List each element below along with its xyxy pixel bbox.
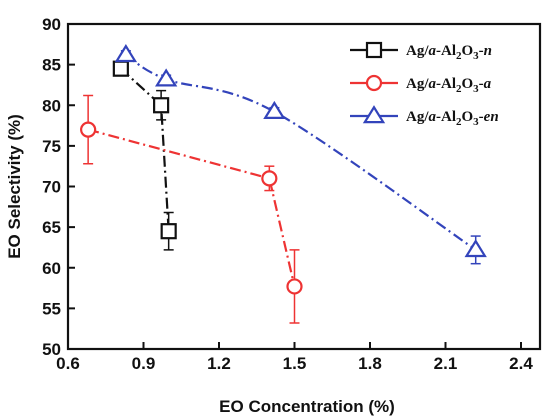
legend-label: Ag/a-Al2O3-n [406,43,492,62]
series-circle [80,94,303,324]
tick-layer: 0.6 0.9 1.2 1.5 1.8 2.1 2.4 50 55 60 65 70 75 80 85 90 [42,15,533,373]
legend-label-part: Ag/ [406,43,429,59]
y-tick-label: 50 [42,340,61,359]
plot-frame [66,22,542,351]
legend-label-part: 3 [473,83,479,95]
y-tick-label: 80 [42,96,61,115]
data-point [153,97,170,114]
x-tick-label: 0.9 [132,354,156,373]
data-point [80,121,97,138]
x-axis-label: EO Concentration (%) [219,397,395,416]
legend-marker [365,74,383,92]
legend-marker [362,105,386,124]
legend-label-part: Ag/ [406,76,429,92]
data-point [114,44,138,63]
x-tick-label: 2.4 [509,354,533,373]
x-tick-label: 2.1 [434,354,458,373]
legend-label-part: -Al [436,43,456,59]
y-tick-label: 75 [42,137,61,156]
legend-label-part: -Al [436,76,456,92]
y-tick-label: 90 [42,15,61,34]
legend-marker [365,41,383,59]
y-tick-label: 65 [42,218,61,237]
y-tick-label: 70 [42,178,61,197]
x-tick-label: 1.5 [283,354,307,373]
legend-label-part: a [484,76,492,92]
legend-label-part: a [429,109,437,125]
legend-label-part: 2 [456,116,462,128]
data-point [464,239,487,258]
series-square [112,60,177,251]
x-tick-label: 1.8 [358,354,382,373]
x-tick-label: 1.2 [207,354,231,373]
legend-label-part: 3 [473,116,479,128]
series-layer [80,44,487,324]
legend-label-part: - [479,109,484,125]
legend-label-part: en [484,109,499,125]
y-tick-label: 60 [42,259,61,278]
legend-label-part: a [429,76,437,92]
legend-label-part: 3 [473,50,479,62]
legend-label-part: -Al [436,109,456,125]
data-point [261,170,278,187]
data-point [263,100,286,119]
data-point [160,223,177,240]
legend-entry: Ag/a-Al2O3-n [350,41,492,62]
data-point [286,278,303,295]
legend-entry: Ag/a-Al2O3-en [350,105,499,128]
legend-entry: Ag/a-Al2O3-a [350,74,492,95]
y-axis-label: EO Selectivity (%) [5,114,24,259]
x-tick-label: 0.6 [56,354,80,373]
legend-label-part: - [479,76,484,92]
legend-label-part: O [462,76,474,92]
y-tick-label: 85 [42,56,61,75]
legend-label-part: O [462,109,474,125]
legend-label-part: O [462,43,474,59]
legend-label-part: n [484,43,492,59]
series-triangle [114,44,487,265]
legend-label-part: 2 [456,50,462,62]
data-point [154,68,178,87]
series-line [125,53,477,251]
series-line [87,128,296,287]
legend-label: Ag/a-Al2O3-en [406,109,499,128]
legend: Ag/a-Al2O3-nAg/a-Al2O3-aAg/a-Al2O3-en [350,41,499,128]
data-point [112,60,129,77]
legend-label-part: 2 [456,83,462,95]
legend-label-part: a [429,43,437,59]
legend-label-part: - [479,43,484,59]
legend-label-part: Ag/ [406,109,429,125]
y-tick-label: 55 [42,299,61,318]
legend-label: Ag/a-Al2O3-a [406,76,492,95]
